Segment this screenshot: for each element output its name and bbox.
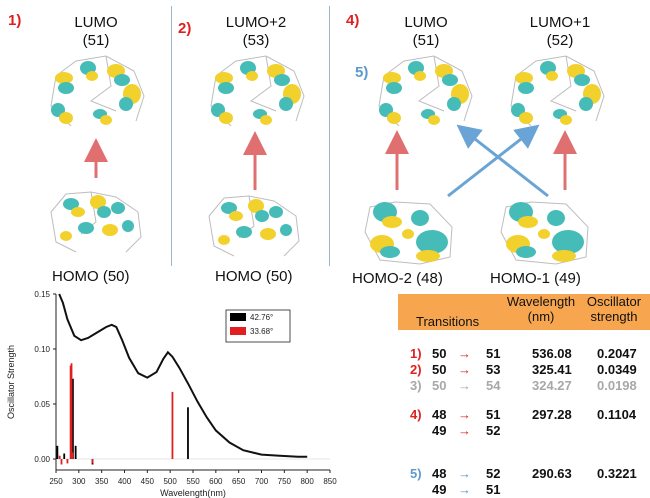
row-wavelength: 324.27	[532, 378, 572, 393]
panel-5-number: 5)	[355, 64, 369, 81]
panel-4-homo1-label: HOMO-1 (49)	[490, 270, 581, 287]
x-tick-label: 300	[72, 477, 86, 486]
panel-2-homo-label: HOMO (50)	[215, 268, 293, 285]
panel-4-lumo-orbital	[378, 55, 473, 127]
row-to: 51	[486, 407, 501, 422]
panel-2-lumo-label: LUMO+2 (53)	[225, 14, 287, 49]
x-tick-label: 700	[255, 477, 269, 486]
row-arrow: →	[458, 466, 471, 481]
panel-5-arrow-up-left	[456, 124, 549, 198]
row-wavelength: 325.41	[532, 362, 572, 377]
header-transitions: Transitions	[416, 314, 480, 329]
y-tick-label: 0.10	[34, 345, 50, 354]
x-tick-label: 250	[49, 477, 63, 486]
legend-label: 42.76°	[250, 313, 273, 322]
row-wavelength: 290.63	[532, 466, 572, 481]
y-tick-label: 0.00	[34, 455, 50, 464]
row-strength: 0.0349	[597, 362, 637, 377]
absorption-spectrum-chart: 250 300 350 400 450 500 550 600 650 700 750 800 850 0…	[6, 290, 337, 498]
panel-1-homo-orbital	[50, 191, 142, 253]
panel-divider-2	[329, 6, 330, 266]
row-label: 2)	[410, 362, 422, 377]
row-label: 5)	[410, 466, 422, 481]
row-to: 52	[486, 423, 501, 438]
x-tick-label: 650	[232, 477, 246, 486]
panel-2-lumo-orbital	[210, 55, 305, 127]
row-from: 50	[432, 346, 447, 361]
row-arrow: →	[458, 346, 471, 361]
panel-2-number: 2)	[178, 20, 192, 37]
x-tick-label: 800	[300, 477, 314, 486]
x-tick-label: 550	[186, 477, 200, 486]
row-arrow: →	[458, 407, 471, 422]
row-arrow: →	[458, 423, 471, 438]
row-from: 50	[432, 378, 447, 393]
x-tick-label: 400	[118, 477, 132, 486]
panel-1-number: 1)	[8, 12, 22, 29]
spectrum-curve	[58, 293, 308, 458]
panel-1-homo-label: HOMO (50)	[52, 268, 130, 285]
panel-2-homo-orbital	[208, 195, 300, 257]
row-arrow: →	[458, 378, 471, 393]
y-tick-label: 0.05	[34, 400, 50, 409]
y-tick-label: 0.15	[34, 290, 50, 299]
row-arrow: →	[458, 482, 471, 497]
table-header	[398, 294, 650, 330]
panel-4-homo1-orbital	[500, 201, 589, 265]
row-label: 1)	[410, 346, 422, 361]
row-to: 54	[486, 378, 501, 393]
row-wavelength: 536.08	[532, 346, 572, 361]
panel-4-number: 4)	[346, 12, 360, 29]
x-tick-label: 750	[278, 477, 292, 486]
x-tick-label: 500	[163, 477, 177, 486]
panel-1-lumo-label: LUMO (51)	[74, 14, 118, 49]
row-from: 50	[432, 362, 447, 377]
row-label: 4)	[410, 407, 422, 422]
row-strength: 0.3221	[597, 466, 637, 481]
x-tick-label: 600	[209, 477, 223, 486]
panel-divider-1	[171, 6, 172, 266]
legend-box	[225, 309, 291, 343]
x-tick-label: 850	[323, 477, 337, 486]
x-tick-label: 450	[141, 477, 155, 486]
panel-4-lumo-label: LUMO (51)	[404, 14, 448, 49]
legend-swatch	[230, 327, 246, 335]
row-arrow: →	[458, 362, 471, 377]
row-from: 49	[432, 482, 447, 497]
row-wavelength: 297.28	[532, 407, 572, 422]
panel-4-lumo1-orbital	[510, 55, 605, 127]
panel-4-homo2-orbital	[364, 201, 453, 265]
row-strength: 0.0198	[597, 378, 637, 393]
x-tick-label: 350	[95, 477, 109, 486]
row-strength: 0.1104	[597, 407, 637, 422]
row-label: 3)	[410, 378, 422, 393]
legend-swatch	[230, 313, 246, 321]
legend-label: 33.68°	[250, 327, 273, 336]
row-from: 48	[432, 407, 447, 422]
row-strength: 0.2047	[597, 346, 637, 361]
header-oscillator: Oscillator strength	[586, 294, 642, 324]
chart-legend: 42.76° 33.68°	[225, 309, 291, 343]
row-to: 52	[486, 466, 501, 481]
row-to: 51	[486, 482, 501, 497]
panel-5-arrow-up-right	[447, 124, 540, 198]
y-axis-label: Oscillator Strength	[6, 345, 16, 419]
row-from: 48	[432, 466, 447, 481]
x-axis-label: Wavelength(nm)	[160, 488, 226, 498]
panel-4-homo2-label: HOMO-2 (48)	[352, 270, 443, 287]
panel-4-lumo1-label: LUMO+1 (52)	[529, 14, 591, 49]
header-wavelength: Wavelength (nm)	[506, 294, 576, 324]
row-to: 51	[486, 346, 501, 361]
panel-1-lumo-orbital	[50, 55, 145, 127]
orbital-illustrations	[50, 55, 605, 265]
row-to: 53	[486, 362, 501, 377]
row-from: 49	[432, 423, 447, 438]
